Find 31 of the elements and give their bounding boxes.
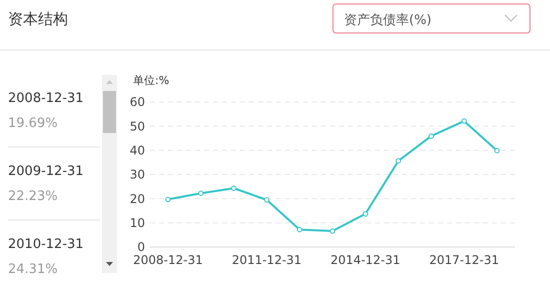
text: 24.31% xyxy=(8,262,58,277)
point xyxy=(362,211,368,217)
text: 2009-12-31 xyxy=(8,164,84,179)
y-tick-label: 0 xyxy=(137,240,145,254)
chart-title: 资本结构 xyxy=(8,10,68,28)
point xyxy=(396,158,401,164)
y-tick-label: 20 xyxy=(130,192,145,206)
point xyxy=(296,226,302,232)
point xyxy=(428,133,434,139)
point xyxy=(494,148,500,154)
text: 22.23% xyxy=(8,189,58,204)
y-tick-label: 40 xyxy=(130,144,145,158)
y-tick-label: 10 xyxy=(130,216,145,230)
text: 19.69% xyxy=(8,116,58,131)
x-tick-label: 2014-12-31 xyxy=(330,253,400,267)
chart-subtitle: 资产负债率(%) xyxy=(344,12,432,28)
y-tick-label: 60 xyxy=(130,95,145,110)
point xyxy=(198,190,204,196)
x-tick-label: 2008-12-31 xyxy=(133,253,203,267)
point xyxy=(165,196,171,202)
text: 2010-12-31 xyxy=(8,237,84,252)
y-tick-label: 30 xyxy=(130,168,145,182)
y-axis-title: 单位:% xyxy=(133,74,170,87)
point xyxy=(330,228,336,234)
point xyxy=(264,197,270,203)
point xyxy=(461,118,467,124)
x-tick-label: 2017-12-31 xyxy=(429,253,499,267)
x-tick-label: 2011-12-31 xyxy=(232,253,302,267)
point xyxy=(231,186,236,191)
text: 2008-12-31 xyxy=(8,91,84,106)
y-tick-label: 50 xyxy=(130,119,145,134)
